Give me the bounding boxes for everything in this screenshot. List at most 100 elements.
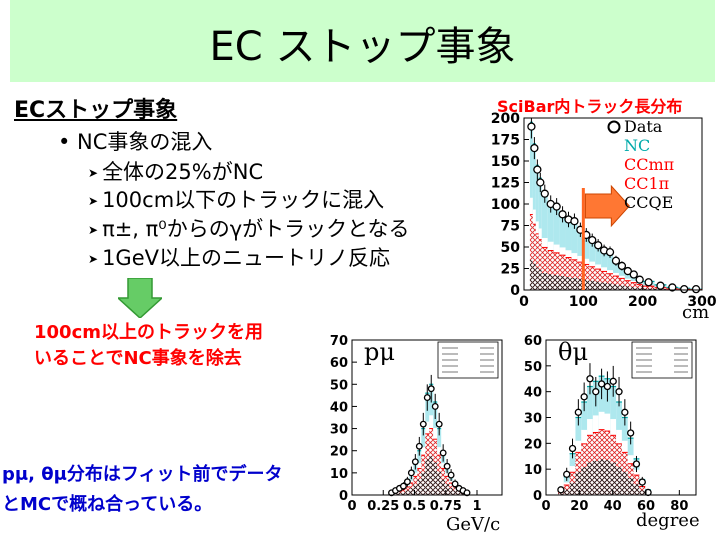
ccqe-bar [433,462,438,495]
cc1pi-bar [538,239,542,290]
data-point [527,122,536,131]
down-arrow-icon [118,278,162,318]
x-axis-unit-cm: cm [682,302,710,323]
cc1pi-bar [618,278,625,290]
ccqe-bar [575,471,582,495]
x-tick-label: 40 [604,499,622,514]
ccqe-bar [583,279,590,290]
cc1pi-bar [642,286,655,290]
data-point [574,408,582,416]
ccqe-bar [618,285,625,290]
ccqe-bar [421,471,426,495]
ccqe-bar [397,492,402,495]
ccqe-bar [563,489,570,495]
bullet-nc-contamination: • NC事象の混入 [58,130,213,154]
y-tick-label: 0 [339,489,348,504]
x-tick-label: 0.25 [367,499,399,514]
ccqe-bar [621,471,628,495]
x-tick-label: 60 [637,499,655,514]
data-point [615,388,623,396]
ccqe-bar [565,276,572,290]
plot-frame [351,339,503,496]
ccqe-bar [393,493,398,495]
data-point [423,394,431,402]
data-point [451,480,459,488]
ccqe-bar [613,284,619,290]
data-point [611,256,621,265]
y-tick-label: 200 [491,111,520,127]
ccqe-bar [405,490,410,495]
cc1pi-bar [553,252,560,290]
data-point [411,458,419,466]
section-heading: ECストップ事象 [14,98,178,123]
cc1pi-bar [532,224,536,290]
y-tick-label: 30 [330,423,348,438]
x-axis-unit-gev: GeV/c [446,514,501,535]
data-point [536,178,545,187]
data-point [668,283,677,292]
data-point [407,469,415,477]
x-tick-label: 0 [519,294,529,310]
data-point [623,266,632,276]
y-tick-label: 0 [510,283,520,299]
cc1pi-bar [589,266,596,290]
cc1pi-bar [541,247,548,290]
data-point [447,471,455,479]
cc1pi-bar [636,284,643,290]
x-tick-label: 0.75 [430,499,462,514]
y-tick-label: 20 [524,437,542,452]
data-point [656,281,665,290]
data-point [644,278,653,287]
x-tick-label: 300 [687,294,716,310]
data-point [403,478,411,486]
ccqe-bar [535,267,539,290]
ccqe-bar [532,263,536,290]
ccqe-bar [592,460,599,495]
ccqe-bar [627,477,634,495]
legend-label: CCmπ [624,155,674,174]
conclusion-nc-removal: 100cm以上のトラックを用 いることでNC事象を除去 [34,320,263,372]
ccqe-bar [401,491,406,495]
x-tick-label: 1 [472,499,481,514]
sub-bullet-text: 1GeV以上のニュートリノ反応 [102,246,390,270]
data-point [439,449,447,457]
ccqe-bar [445,484,450,495]
sub-bullet-text: 全体の25%がNC [102,160,264,184]
data-point [533,165,542,174]
ccqe-bar [413,484,418,495]
slide-title: EC ストップ事象 [209,24,516,70]
sub-bullet-3: ➤ π±, π⁰からのγがトラックとなる [88,213,410,243]
ccqe-bar [547,274,554,290]
ccqe-bar [429,456,434,495]
cc1pi-bar [607,273,613,290]
ccqe-bar [598,459,605,495]
y-tick-label: 30 [524,412,542,427]
data-point [431,402,439,410]
y-tick-label: 125 [491,176,520,192]
data-point [427,385,435,393]
y-tick-label: 100 [491,197,520,213]
data-point [691,284,701,294]
y-tick-label: 40 [330,400,348,415]
title-bar: EC ストップ事象 [10,0,715,82]
data-point [530,143,539,153]
legend-label: NC [624,136,650,155]
arrowhead-icon: ➤ [88,252,99,266]
data-point [605,248,615,257]
cc1pi-bar [624,280,631,290]
ccqe-bar [461,493,466,495]
thetamu-histogram: 0 10 20 30 40 50 60 0 20 40 60 80 [524,334,697,514]
data-point [635,275,644,284]
data-point [443,462,451,470]
x-tick-label: 100 [569,294,598,310]
conclusion-line: 100cm以上のトラックを用 [34,322,263,343]
sub-bullet-1: ➤ 全体の25%がNC [88,156,263,186]
ccqe-bar [441,479,446,495]
ccqe-bar [559,276,566,290]
conclusion-data-mc-agreement: pμ, θμ分布はフィット前でデータ とMCで概ね合っている。 [2,460,283,520]
conclusion-line: とMCで概ね合っている。 [2,494,213,515]
pmu-histogram: 0 10 20 30 40 50 60 70 0 0.25 0.5 0.75 1 [330,334,503,514]
sub-bullet-text: π±, π⁰からのγがトラックとなる [102,217,410,241]
data-point [638,478,646,486]
